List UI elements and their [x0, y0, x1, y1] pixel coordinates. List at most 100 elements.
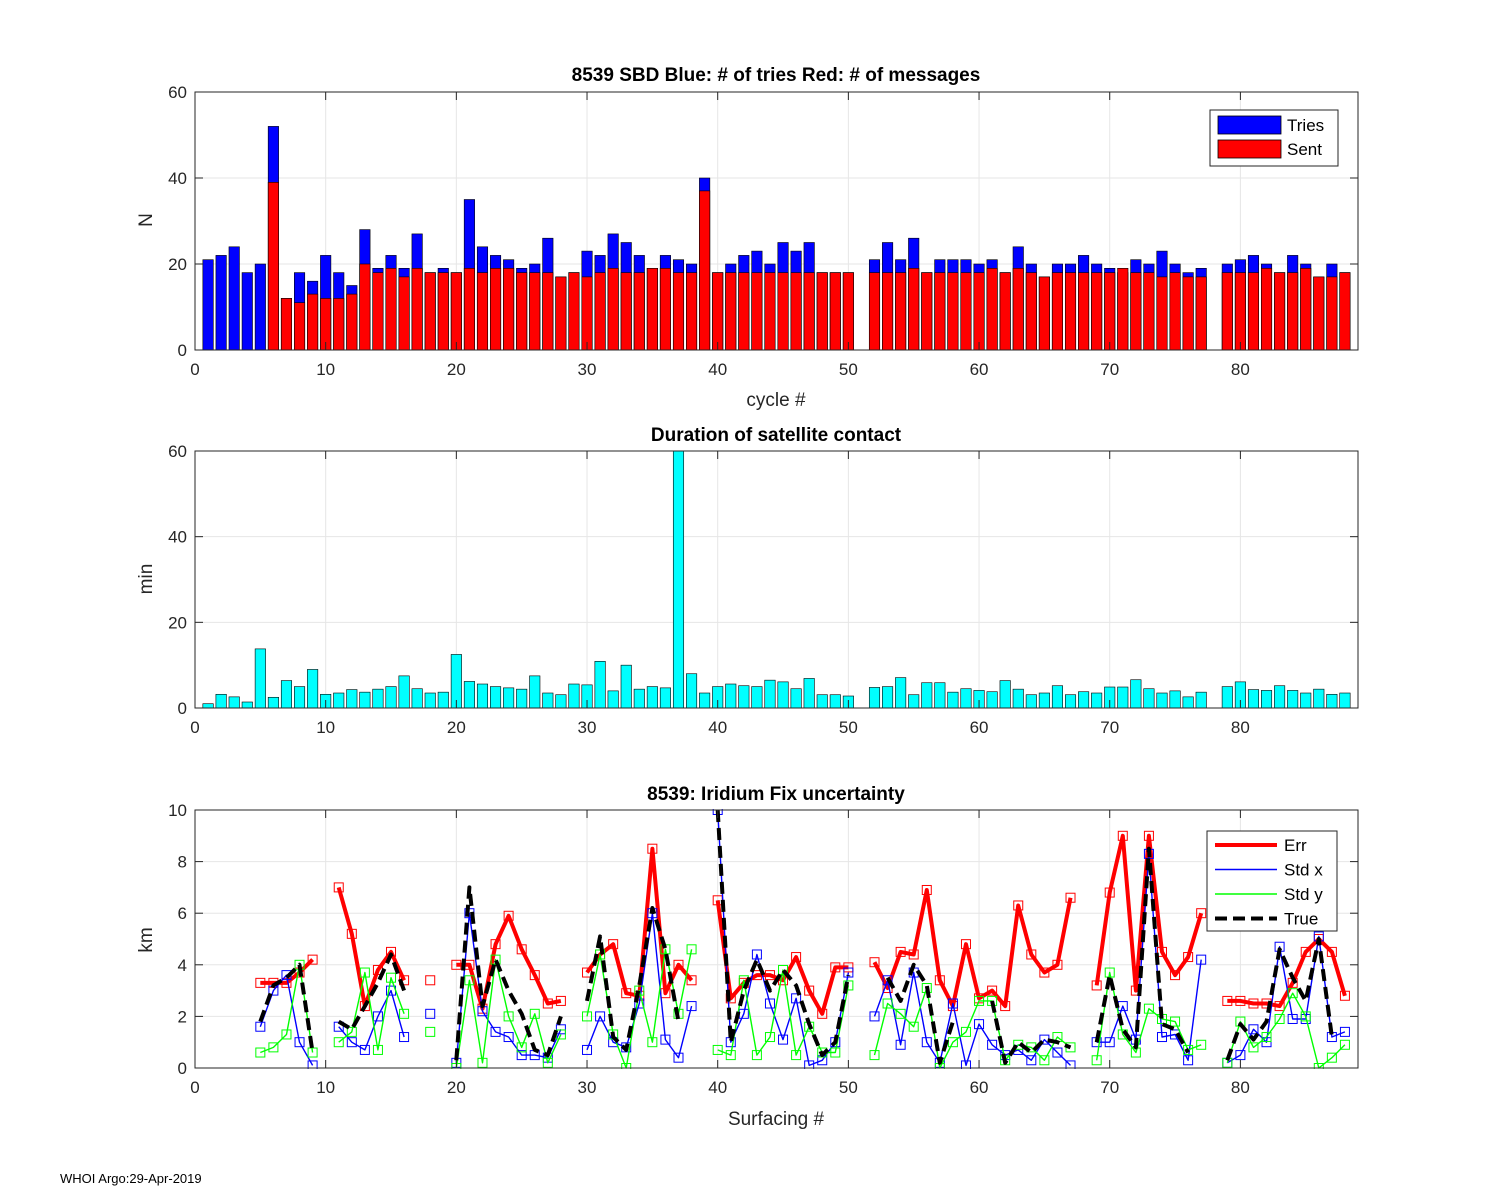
true-line [715, 809, 851, 1058]
std-x-marker [1026, 1055, 1037, 1066]
sent-bar [1195, 276, 1207, 351]
std-x-marker [1156, 1032, 1167, 1043]
err-marker [1000, 1001, 1011, 1012]
panel3-title: 8539: Iridium Fix uncertainty [647, 784, 905, 805]
sent-bar [1025, 272, 1037, 351]
x-tick-label: 30 [578, 360, 597, 379]
duration-bar [516, 688, 528, 709]
std-y-marker [346, 1026, 357, 1037]
duration-bar [490, 686, 502, 709]
std-y-marker [386, 972, 397, 983]
sent-bar [503, 267, 515, 351]
sent-bar [699, 190, 711, 351]
sent-bar [751, 272, 763, 351]
sent-bar [568, 272, 580, 351]
panel3-xlabel: Surfacing # [728, 1109, 825, 1130]
fix-uncertainty-panel: 8539: Iridium Fix uncertainty Surfacing … [136, 784, 1359, 1130]
tries-bar [254, 263, 266, 351]
true-line [585, 906, 681, 1052]
duration-bar [620, 664, 632, 709]
duration-bar [1156, 692, 1168, 709]
duration-bar [999, 680, 1011, 709]
sent-bar [738, 272, 750, 351]
std-x-marker [921, 1037, 932, 1048]
y-tick-label: 20 [168, 613, 187, 632]
std-y-marker [516, 1042, 527, 1053]
err-marker [255, 977, 266, 988]
sent-bar [620, 272, 632, 351]
std-y-marker [1104, 967, 1115, 978]
err-marker [1248, 998, 1259, 1009]
duration-bar [1221, 686, 1233, 709]
y-tick-label: 0 [178, 1059, 187, 1078]
sent-bar [973, 272, 985, 351]
err-marker [1026, 949, 1037, 960]
std-y-marker [333, 1037, 344, 1048]
std-y-marker [425, 1026, 436, 1037]
x-tick-label: 40 [708, 718, 727, 737]
sent-bar [516, 272, 528, 351]
sent-bar [1143, 272, 1155, 351]
duration-bar [1182, 696, 1194, 709]
std-y-line [873, 987, 1071, 1069]
duration-panel: Duration of satellite contact min 0 10 20 3… [136, 425, 1359, 737]
err-marker [987, 985, 998, 996]
duration-bar [1274, 685, 1286, 709]
tries-bar [241, 272, 253, 351]
sent-bar [1091, 272, 1103, 351]
sent-bar [816, 272, 828, 351]
tries-sent-panel: 8539 SBD Blue: # of tries Red: # of mess… [136, 65, 1359, 411]
sent-bar [999, 272, 1011, 351]
std-x-marker [490, 1026, 501, 1037]
std-x-marker [960, 1060, 971, 1069]
duration-bar [1287, 690, 1299, 709]
sent-bar [555, 276, 567, 351]
std-x-line [586, 912, 693, 1059]
sent-bar [333, 298, 345, 351]
std-x-marker [555, 1024, 566, 1035]
std-y-marker [830, 1047, 841, 1058]
err-marker [908, 949, 919, 960]
sent-bar [829, 272, 841, 351]
std-y-marker [882, 998, 893, 1009]
std-y-marker [1300, 1011, 1311, 1022]
panel1-xlabel: cycle # [746, 390, 806, 411]
err-marker [1196, 908, 1207, 919]
x-tick-label: 70 [1100, 360, 1119, 379]
std-y-marker [1248, 1042, 1259, 1053]
err-marker [1117, 830, 1128, 841]
err-marker [804, 985, 815, 996]
x-tick-label: 70 [1100, 1078, 1119, 1097]
sent-bar [450, 272, 462, 351]
std-x-marker [595, 1011, 606, 1022]
err-marker [555, 995, 566, 1006]
std-x-marker [869, 1011, 880, 1022]
std-x-marker [516, 1050, 527, 1061]
err-marker [451, 959, 462, 970]
sent-bar [672, 272, 685, 351]
err-marker [1300, 946, 1311, 957]
std-x-legend-label: Std x [1284, 861, 1323, 880]
axes-box [194, 91, 1359, 351]
y-tick-label: 8 [178, 853, 187, 872]
err-marker [1065, 892, 1076, 903]
true-line [1094, 846, 1190, 1054]
sent-bar [1169, 272, 1181, 351]
true-line [990, 1000, 1072, 1065]
std-x-marker [425, 1008, 436, 1019]
std-y-marker [791, 1050, 802, 1061]
std-y-marker [895, 1008, 906, 1019]
x-tick-label: 10 [316, 1078, 335, 1097]
plot-content [202, 450, 1351, 709]
duration-bar [829, 694, 841, 709]
y-tick-label: 0 [178, 341, 187, 360]
duration-bar [882, 686, 894, 709]
std-y-marker [1196, 1039, 1207, 1050]
sent-bar [294, 302, 306, 351]
sent-bar [1156, 276, 1168, 351]
duration-bar [215, 693, 227, 709]
err-marker [843, 962, 854, 973]
duration-bar [816, 694, 828, 709]
sent-bar [385, 267, 397, 351]
y-tick-label: 20 [168, 255, 187, 274]
